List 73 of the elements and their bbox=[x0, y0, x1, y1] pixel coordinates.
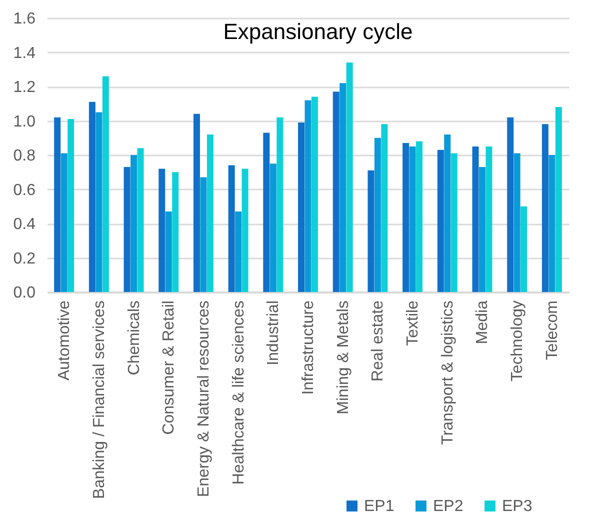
bar bbox=[332, 92, 340, 292]
chart-title: Expansionary cycle bbox=[223, 19, 413, 44]
bar bbox=[520, 206, 528, 292]
bar bbox=[206, 134, 214, 292]
bar bbox=[381, 124, 388, 292]
bar bbox=[60, 153, 68, 292]
bar bbox=[193, 114, 200, 292]
bar bbox=[368, 170, 374, 292]
bar bbox=[340, 83, 346, 292]
bar bbox=[54, 117, 61, 292]
x-tick-label: Textile bbox=[404, 300, 422, 346]
bar bbox=[124, 166, 130, 292]
bar bbox=[263, 132, 270, 292]
y-tick-label: 0.0 bbox=[13, 284, 36, 302]
bar bbox=[304, 100, 312, 292]
bar bbox=[165, 212, 172, 292]
bar bbox=[472, 146, 479, 292]
y-tick-label: 1.4 bbox=[13, 44, 36, 62]
legend-label: EP3 bbox=[502, 498, 532, 515]
x-tick-label: Transport & logistics bbox=[439, 300, 456, 445]
bar bbox=[68, 119, 74, 292]
x-tick-label: Banking / Financial services bbox=[90, 300, 108, 499]
bar bbox=[137, 148, 144, 292]
x-tick-label: Industrial bbox=[265, 300, 282, 366]
bar bbox=[542, 124, 548, 292]
x-tick-label: Healthcare & life sciences bbox=[230, 300, 248, 485]
x-tick-label: Automotive bbox=[56, 300, 74, 381]
bar bbox=[409, 146, 416, 292]
x-tick-label: Telecom bbox=[544, 300, 561, 360]
bar bbox=[514, 153, 520, 292]
bar bbox=[130, 155, 138, 292]
y-tick-label: 1.0 bbox=[13, 113, 36, 130]
bar bbox=[88, 102, 96, 292]
bar bbox=[555, 107, 562, 292]
y-tick-label: 0.6 bbox=[13, 182, 36, 199]
legend-label: EP2 bbox=[433, 498, 464, 515]
x-tick-label: Infrastructure bbox=[300, 300, 317, 395]
y-tick-label: 1.6 bbox=[13, 10, 36, 28]
y-tick-label: 1.2 bbox=[13, 79, 36, 96]
x-tick-label: Consumer & Retail bbox=[160, 300, 178, 435]
bar bbox=[478, 166, 486, 292]
bar bbox=[235, 212, 242, 292]
bar bbox=[450, 153, 458, 292]
y-tick-label: 0.2 bbox=[13, 250, 36, 268]
x-tick-label: Mining & Metals bbox=[334, 300, 352, 414]
x-tick-label: Chemicals bbox=[126, 300, 143, 376]
y-tick-label: 0.4 bbox=[13, 216, 36, 233]
bar bbox=[437, 150, 444, 292]
bar bbox=[200, 177, 207, 292]
x-tick-label: Technology bbox=[509, 300, 526, 382]
x-tick-label: Media bbox=[474, 300, 492, 344]
x-tick-label: Energy & Natural resources bbox=[195, 300, 212, 498]
bar bbox=[242, 168, 248, 292]
bar bbox=[548, 155, 556, 292]
bar bbox=[486, 146, 492, 292]
bar bbox=[311, 96, 318, 292]
bar bbox=[346, 62, 353, 292]
bar bbox=[270, 164, 276, 292]
bar bbox=[172, 172, 179, 292]
bar bbox=[276, 117, 284, 292]
x-tick-label: Real estate bbox=[370, 300, 387, 382]
bar bbox=[402, 143, 410, 292]
bar bbox=[96, 112, 102, 292]
bar bbox=[416, 141, 423, 292]
bar bbox=[158, 168, 166, 292]
bar bbox=[507, 117, 514, 292]
bar bbox=[228, 165, 235, 292]
bar bbox=[298, 122, 305, 292]
bar bbox=[374, 138, 381, 292]
bar bbox=[102, 76, 109, 292]
legend-label: EP1 bbox=[364, 498, 394, 515]
y-tick-label: 0.8 bbox=[13, 148, 36, 164]
bar bbox=[444, 134, 451, 292]
